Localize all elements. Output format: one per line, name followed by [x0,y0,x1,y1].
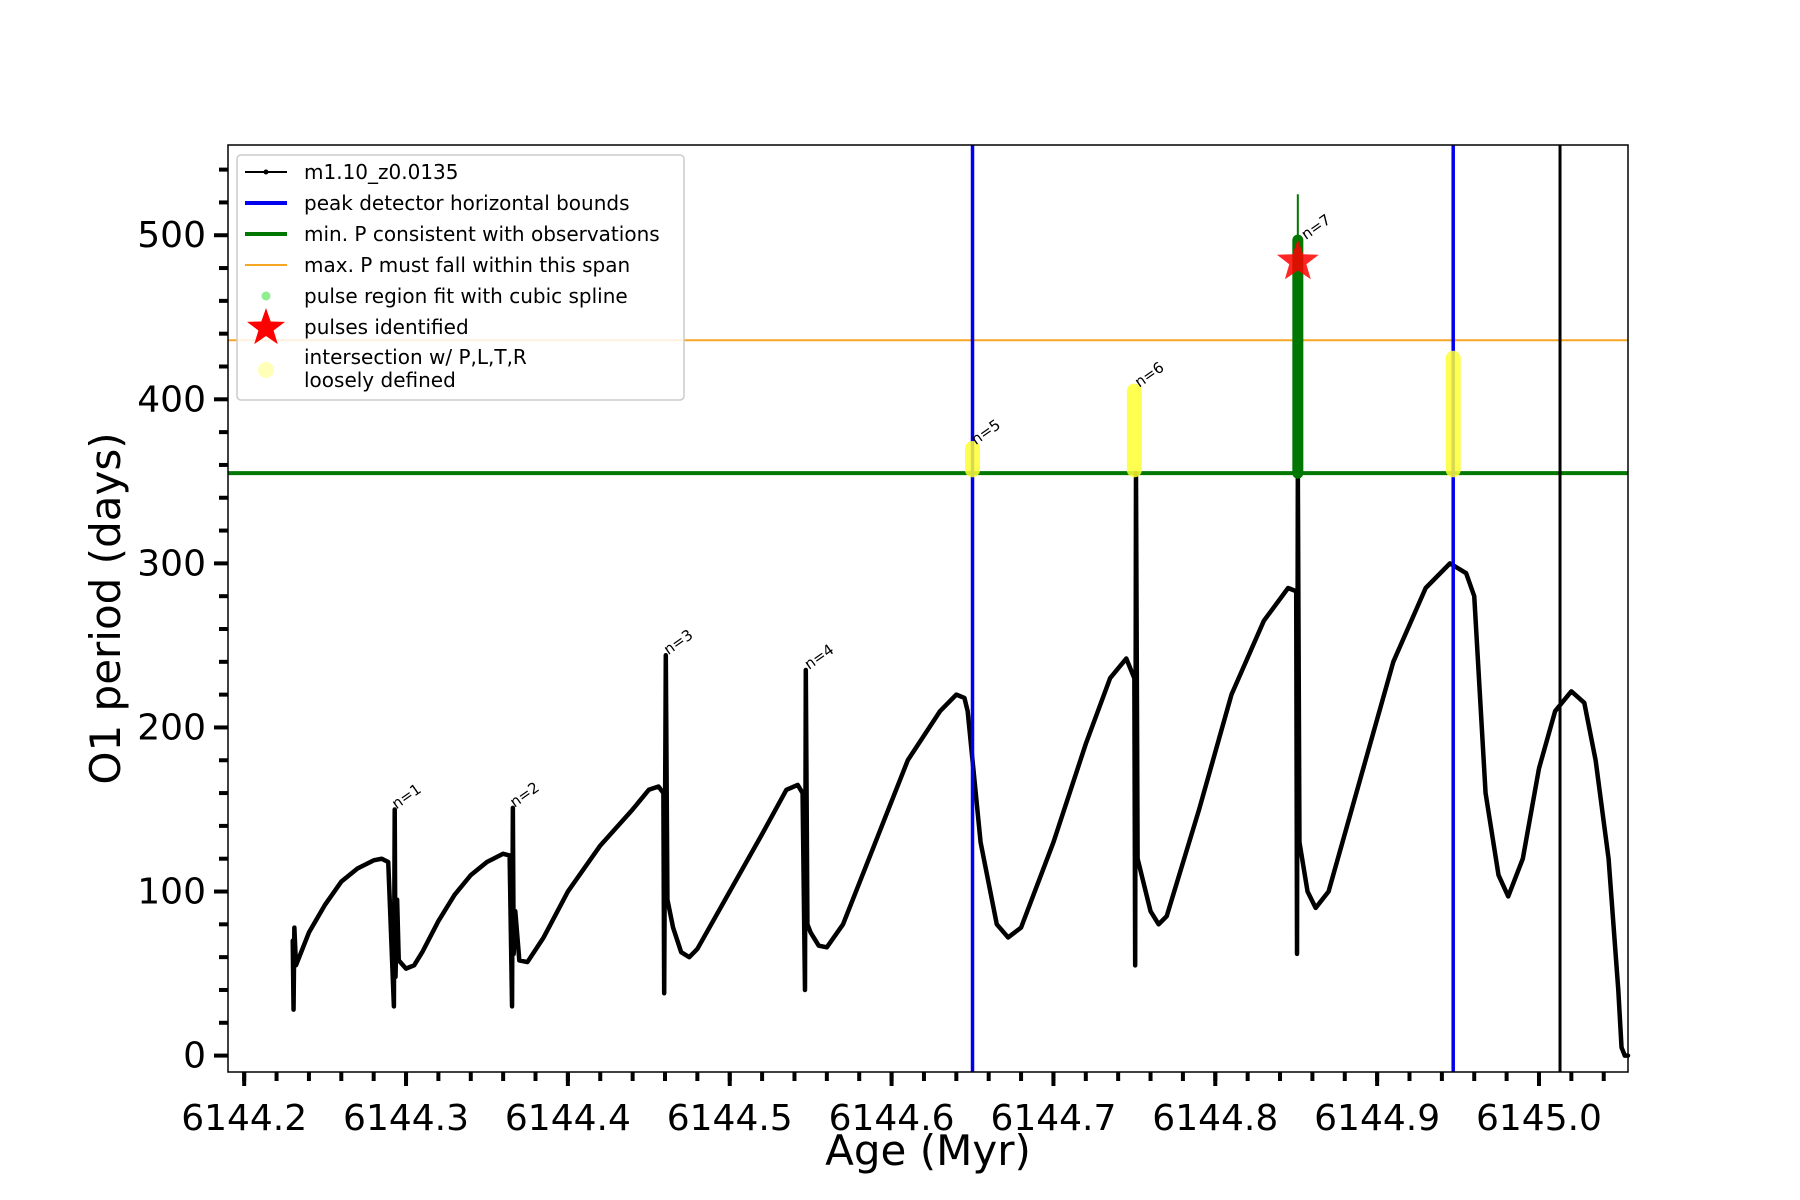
legend-item: max. P must fall within this span [245,253,630,277]
legend-marker [261,291,271,301]
series-line [290,470,1631,1058]
y-tick-label: 200 [137,707,206,748]
y-tick-label: 400 [137,379,206,420]
y-tick-label: 300 [137,543,206,584]
legend-item: m1.10_z0.0135 [245,160,459,184]
y-axis: 0 100 200 300 400 500 [137,167,228,1077]
legend-label: peak detector horizontal bounds [304,191,630,215]
x-tick-label: 6144.4 [505,1098,631,1139]
y-axis-label: O1 period (days) [81,432,130,784]
legend-item: min. P consistent with observations [245,222,660,246]
legend-marker [246,308,286,345]
y-tick-label: 0 [183,1036,206,1077]
legend-label: pulse region fit with cubic spline [304,284,628,308]
x-tick-label: 6144.2 [181,1098,307,1139]
legend-label: m1.10_z0.0135 [304,160,459,184]
legend-item: pulses identified [246,308,469,345]
x-axis-label: Age (Myr) [825,1126,1031,1175]
x-tick-label: 6144.3 [343,1098,469,1139]
legend-marker-dot [263,169,269,175]
x-tick-label: 6144.6 [829,1098,955,1139]
plot-frame [227,144,1629,1073]
y-tick-label: 100 [137,872,206,913]
legend-label: intersection w/ P,L,T,R [304,345,527,369]
pulse-star [1276,239,1319,280]
x-tick-label: 6145.0 [1476,1098,1602,1139]
x-axis: 6144.2 6144.3 6144.4 6144.5 6144.6 6144.7 6144… [181,1072,1606,1139]
legend-label: max. P must fall within this span [304,253,630,277]
legend-box [236,154,685,401]
x-tick-label: 6144.5 [667,1098,793,1139]
legend-label: pulses identified [304,315,469,339]
legend-label: min. P consistent with observations [304,222,660,246]
y-tick-label: 500 [137,215,206,256]
legend-item: peak detector horizontal bounds [245,191,630,215]
x-tick-label: 6144.7 [990,1098,1116,1139]
legend-label-line2: loosely defined [304,368,456,392]
legend-item: pulse region fit with cubic spline [261,284,628,308]
x-tick-label: 6144.9 [1314,1098,1440,1139]
x-tick-label: 6144.8 [1152,1098,1278,1139]
legend-marker [258,362,274,378]
